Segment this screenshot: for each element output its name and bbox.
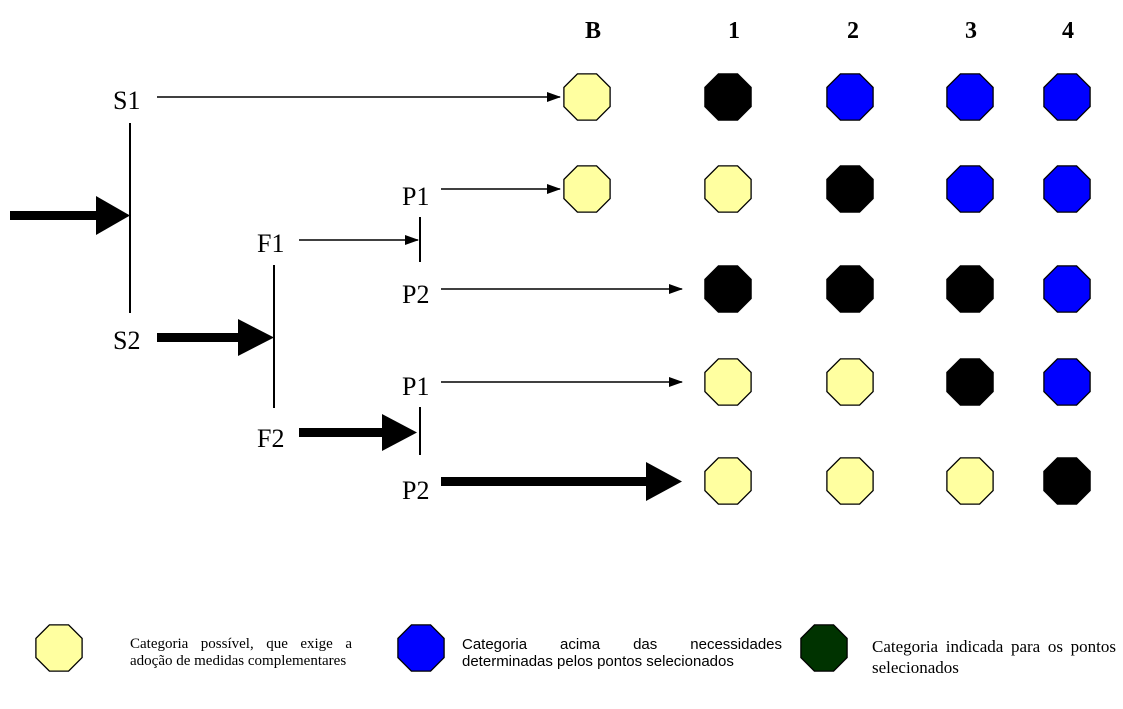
arrow-f2-thick <box>299 414 417 451</box>
octagon-indicated <box>946 265 994 313</box>
label-p2-lower: P2 <box>402 476 429 505</box>
label-f1: F1 <box>257 229 284 258</box>
arrow-p2-lower-thick <box>441 462 682 501</box>
octagon-possible <box>704 358 752 406</box>
octagon-indicated <box>946 358 994 406</box>
octagon-above <box>826 73 874 121</box>
octagon-possible <box>704 457 752 505</box>
octagon-possible <box>563 165 611 213</box>
octagon-possible <box>946 457 994 505</box>
column-header-2: 2 <box>847 18 859 44</box>
octagon-above <box>946 165 994 213</box>
octagon-possible <box>826 358 874 406</box>
column-header-1: 1 <box>728 18 740 44</box>
category-grid <box>563 73 1091 505</box>
legend-octagon-above <box>397 624 445 672</box>
legend-octagon-indicated <box>800 624 848 672</box>
label-p1-upper: P1 <box>402 182 429 211</box>
octagon-possible <box>826 457 874 505</box>
label-f2: F2 <box>257 424 284 453</box>
label-p2-upper: P2 <box>402 280 429 309</box>
octagon-indicated <box>704 73 752 121</box>
octagon-indicated <box>1043 457 1091 505</box>
label-s2: S2 <box>113 326 140 355</box>
label-p1-lower: P1 <box>402 372 429 401</box>
arrow-s2-thick <box>157 319 274 356</box>
column-header-b: B <box>585 18 601 44</box>
legend-text-possible: Categoria possível, que exige a adoção d… <box>130 636 352 669</box>
octagon-above <box>1043 358 1091 406</box>
octagon-above <box>946 73 994 121</box>
octagon-indicated <box>826 165 874 213</box>
octagon-above <box>1043 73 1091 121</box>
legend-octagon-possible <box>35 624 83 672</box>
octagon-indicated <box>826 265 874 313</box>
octagon-above <box>1043 165 1091 213</box>
entry-thick-arrow <box>10 196 130 235</box>
legend-text-indicated: Categoria indicada para os pontos seleci… <box>872 637 1116 677</box>
octagon-above <box>1043 265 1091 313</box>
legend-text-above: Categoria acima das necessidades determi… <box>462 636 782 670</box>
label-s1: S1 <box>113 86 140 115</box>
octagon-possible <box>704 165 752 213</box>
column-header-4: 4 <box>1062 18 1074 44</box>
column-header-3: 3 <box>965 18 977 44</box>
octagon-indicated <box>704 265 752 313</box>
octagon-possible <box>563 73 611 121</box>
